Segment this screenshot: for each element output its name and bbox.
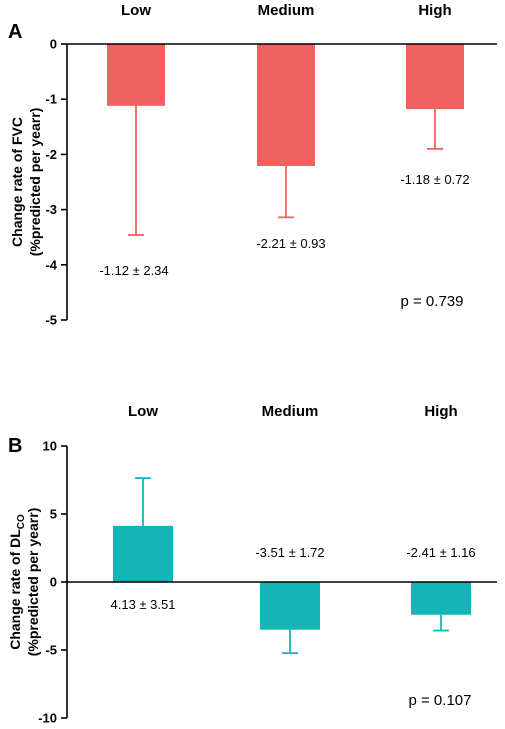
- panel-a-y-tick-label: -2: [45, 147, 57, 162]
- panel-b-y-tick-label: -5: [45, 643, 57, 658]
- panel-b-data-label-1: -3.51 ± 1.72: [255, 545, 324, 560]
- panel-b-p-value: p = 0.107: [409, 692, 472, 709]
- panel-b-bar-1: [260, 582, 320, 630]
- panel-a-y-tick-label: -1: [45, 92, 57, 107]
- panel-b-y-tick-label: 5: [50, 507, 57, 522]
- panel-a-y-tick-label: -4: [45, 257, 57, 272]
- panel-b-y-tick-label: 10: [43, 439, 57, 454]
- panel-a-y-tick-label: 0: [50, 37, 57, 52]
- panel-a-bar-1: [257, 44, 315, 166]
- panel-b-ylabel-line2: (%predicted per yearr): [25, 508, 41, 657]
- panel-b-ylabel-subscript: CO: [16, 514, 27, 529]
- panel-a-data-label-0: -1.12 ± 2.34: [99, 263, 168, 278]
- panel-b-y-tick-label: 0: [50, 575, 57, 590]
- panel-b-y-tick-label: -10: [38, 711, 57, 726]
- panel-a-ylabel-line2: (%predicted per yearr): [27, 108, 43, 257]
- panel-a-bar-0: [107, 44, 165, 106]
- panel-b-data-label-2: -2.41 ± 1.16: [406, 545, 475, 560]
- panel-a-ylabel-line1: Change rate of FVC: [9, 117, 25, 247]
- panel-a-category-medium: Medium: [258, 2, 315, 19]
- panel-a-category-high: High: [418, 2, 451, 19]
- panel-b-ylabel-line1: Change rate of DLCO: [7, 514, 27, 650]
- panel-b-category-low: Low: [128, 403, 158, 420]
- panel-b-bar-0: [113, 525, 173, 582]
- panel-a-y-tick-label: -5: [45, 313, 57, 328]
- panel-b-bar-2: [411, 582, 471, 615]
- panel-a-bar-2: [406, 44, 464, 110]
- panel-a-letter: A: [8, 21, 22, 43]
- panel-a-data-label-2: -1.18 ± 0.72: [400, 172, 469, 187]
- panel-a-chart: A Low Medium High Change rate of FVC (%p…: [8, 2, 497, 328]
- panel-a-p-value: p = 0.739: [401, 293, 464, 310]
- panel-a-category-low: Low: [121, 2, 151, 19]
- panel-b-chart: B Low Medium High Change rate of DLCO (%…: [7, 403, 497, 726]
- panel-b-ylabel-main: Change rate of DL: [7, 529, 23, 650]
- panel-b-data-label-0: 4.13 ± 3.51: [111, 597, 176, 612]
- panel-a-y-tick-label: -3: [45, 202, 57, 217]
- panel-b-letter: B: [8, 435, 22, 457]
- panel-b-category-medium: Medium: [262, 403, 319, 420]
- panel-b-category-high: High: [424, 403, 457, 420]
- panel-a-data-label-1: -2.21 ± 0.93: [256, 236, 325, 251]
